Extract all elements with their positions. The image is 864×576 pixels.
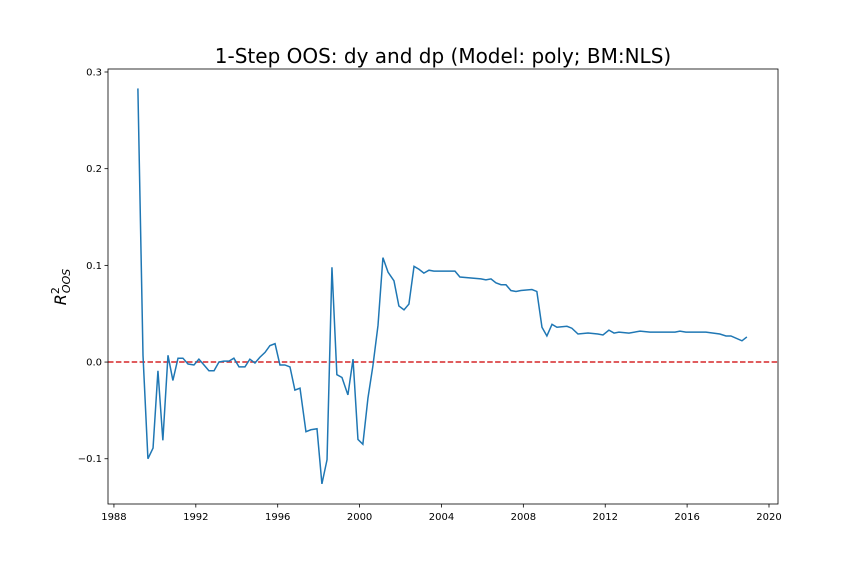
y-label-base: R [51,294,70,305]
plot-area: −0.1 0.0 0.1 0.2 0.3 1988 1992 1996 2000 2004 2008… [78,67,782,523]
x-tick-label: 2008 [511,512,536,523]
x-tick-label: 2012 [593,512,618,523]
y-axis-label: R2OOS [49,269,73,305]
y-tick-label: 0.1 [86,261,102,272]
y-tick-label: 0.3 [86,67,102,78]
y-tick-label: 0.0 [86,358,102,369]
x-tick-label: 1992 [183,512,208,523]
data-line [137,88,748,485]
axes-frame [107,68,779,505]
x-tick-label: 1996 [265,512,290,523]
x-tick-label: 2020 [756,512,781,523]
y-tick-label: 0.2 [86,164,102,175]
x-tick-label: 1988 [101,512,126,523]
y-label-sub: OOS [60,269,73,293]
chart-title: 1-Step OOS: dy and dp (Model: poly; BM:N… [215,44,671,68]
x-tick-label: 2004 [429,512,454,523]
x-tick-label: 2016 [674,512,699,523]
y-tick-label: −0.1 [78,454,102,465]
x-tick-label: 2000 [347,512,372,523]
y-label-sup: 2 [49,287,62,294]
